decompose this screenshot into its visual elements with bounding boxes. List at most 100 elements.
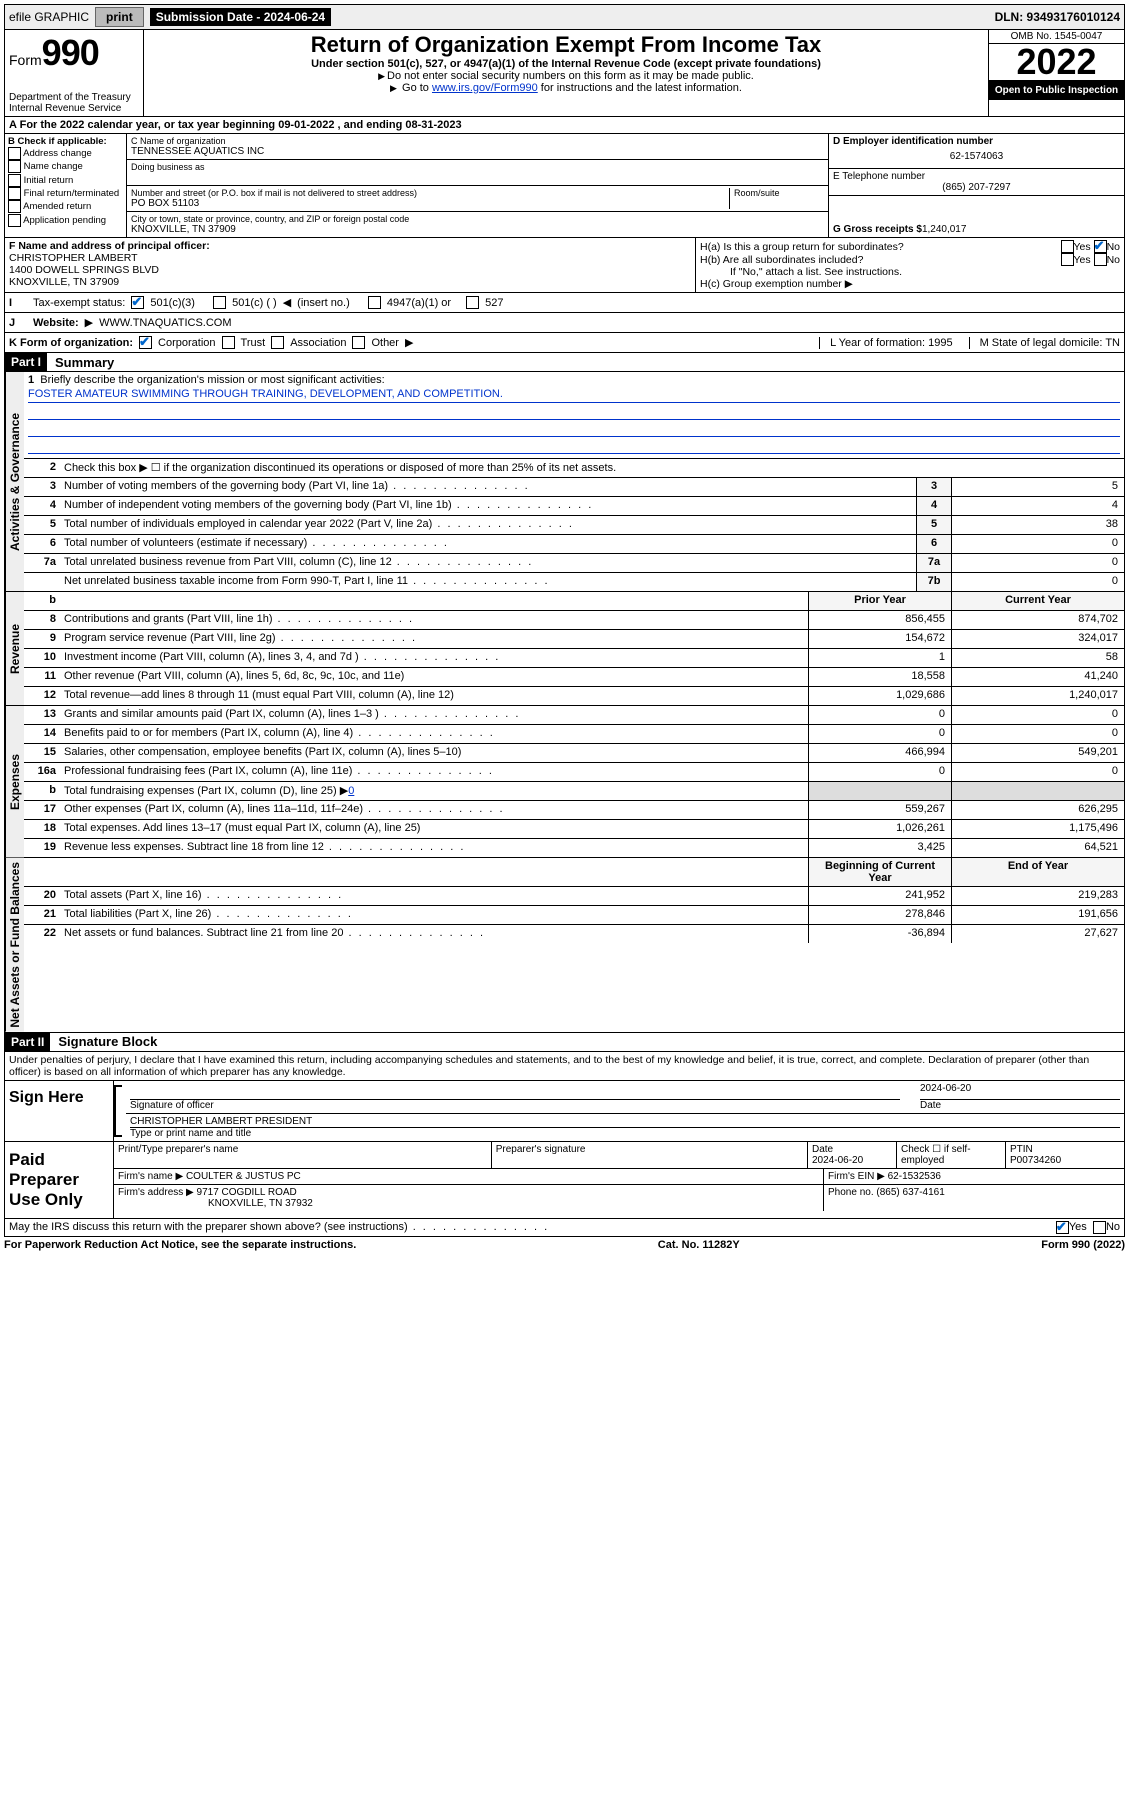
addr-change-check[interactable]: Address change — [8, 147, 123, 160]
final-return-check[interactable]: Final return/terminated — [8, 187, 123, 200]
open-inspection: Open to Public Inspection — [989, 81, 1124, 100]
section-bcd: B Check if applicable: Address change Na… — [4, 134, 1125, 238]
irs-link[interactable]: www.irs.gov/Form990 — [432, 82, 538, 94]
street-addr: PO BOX 51103 — [131, 198, 729, 209]
ha-no: No — [1107, 241, 1120, 253]
val16ac: 0 — [951, 763, 1124, 781]
amended-return-check[interactable]: Amended return — [8, 200, 123, 213]
box-b: B Check if applicable: Address change Na… — [5, 134, 127, 237]
name-change-check[interactable]: Name change — [8, 160, 123, 173]
discuss-no-check[interactable] — [1093, 1221, 1106, 1234]
website-value: WWW.TNAQUATICS.COM — [99, 317, 231, 329]
fundraising-link[interactable]: 0 — [348, 785, 354, 797]
val20p: 241,952 — [808, 887, 951, 905]
initial-return-check[interactable]: Initial return — [8, 174, 123, 187]
self-employed-col: Check ☐ if self-employed — [897, 1142, 1006, 1168]
form-header: Form990 Department of the Treasury Inter… — [4, 30, 1125, 117]
trust-label: Trust — [241, 337, 266, 349]
line4: Number of independent voting members of … — [60, 497, 916, 515]
corp-check[interactable] — [139, 336, 152, 349]
discuss-yes-check[interactable] — [1056, 1221, 1069, 1234]
discuss-q: May the IRS discuss this return with the… — [9, 1221, 1056, 1234]
insert-no: (insert no.) — [297, 297, 350, 309]
val10c: 58 — [951, 649, 1124, 667]
tax-year: 2022 — [989, 44, 1124, 81]
irs-label: Internal Revenue Service — [9, 103, 139, 114]
hb-label: H(b) Are all subordinates included? — [700, 254, 1061, 266]
firm-addr-label: Firm's address ▶ — [118, 1187, 194, 1198]
ptin-label: PTIN — [1010, 1144, 1033, 1155]
trust-check[interactable] — [222, 336, 235, 349]
assoc-check[interactable] — [271, 336, 284, 349]
dept-label: Department of the Treasury — [9, 92, 139, 103]
501c3-check[interactable] — [131, 296, 144, 309]
val21c: 191,656 — [951, 906, 1124, 924]
hb-no-check[interactable] — [1094, 253, 1107, 266]
preparer-name-col: Print/Type preparer's name — [114, 1142, 492, 1168]
val20c: 219,283 — [951, 887, 1124, 905]
hc-label: H(c) Group exemption number — [700, 278, 842, 290]
city-label: City or town, state or province, country… — [131, 214, 824, 224]
line7b: Net unrelated business taxable income fr… — [60, 573, 916, 591]
line16b: Total fundraising expenses (Part IX, col… — [60, 782, 808, 800]
line7a: Total unrelated business revenue from Pa… — [60, 554, 916, 572]
net-assets-section: Net Assets or Fund Balances Beginning of… — [4, 858, 1125, 1033]
sig-officer-label: Signature of officer — [130, 1100, 900, 1111]
val17p: 559,267 — [808, 801, 951, 819]
paid-preparer-block: Paid Preparer Use Only Print/Type prepar… — [4, 1142, 1125, 1219]
officer-name: CHRISTOPHER LAMBERT — [9, 252, 691, 264]
form-title: Return of Organization Exempt From Incom… — [150, 32, 982, 58]
hb-no: No — [1107, 254, 1120, 266]
val11c: 41,240 — [951, 668, 1124, 686]
sign-here-block: Sign Here Signature of officer 2024-06-2… — [4, 1081, 1125, 1142]
sign-date-val: 2024-06-20 — [920, 1083, 1120, 1100]
line8: Contributions and grants (Part VIII, lin… — [60, 611, 808, 629]
val22c: 27,627 — [951, 925, 1124, 943]
app-pending-check[interactable]: Application pending — [8, 214, 123, 227]
gross-value: 1,240,017 — [922, 224, 967, 235]
city-value: KNOXVILLE, TN 37909 — [131, 224, 824, 235]
501c-check[interactable] — [213, 296, 226, 309]
val12c: 1,240,017 — [951, 687, 1124, 705]
ha-label: H(a) Is this a group return for subordin… — [700, 241, 1061, 253]
line3: Number of voting members of the governin… — [60, 478, 916, 496]
year-formation: L Year of formation: 1995 — [819, 337, 963, 349]
form-subtitle: Under section 501(c), 527, or 4947(a)(1)… — [150, 58, 982, 70]
ssn-note: Do not enter social security numbers on … — [150, 70, 982, 82]
vlabel-gov: Activities & Governance — [5, 372, 24, 591]
goto-note: Go to www.irs.gov/Form990 for instructio… — [150, 82, 982, 94]
print-button[interactable]: print — [95, 7, 144, 27]
mission-q: Briefly describe the organization's miss… — [40, 374, 384, 386]
section-fh: F Name and address of principal officer:… — [4, 238, 1125, 293]
expenses-section: Expenses 13Grants and similar amounts pa… — [4, 706, 1125, 858]
other-check[interactable] — [352, 336, 365, 349]
tax-year-line: A For the 2022 calendar year, or tax yea… — [4, 117, 1125, 134]
527-check[interactable] — [466, 296, 479, 309]
other-label: Other — [371, 337, 399, 349]
taxyear-text: For the 2022 calendar year, or tax year … — [20, 119, 462, 131]
val11p: 18,558 — [808, 668, 951, 686]
discuss-row: May the IRS discuss this return with the… — [4, 1219, 1125, 1237]
ha-yes: Yes — [1074, 241, 1091, 253]
begin-year-head: Beginning of Current Year — [808, 858, 951, 886]
ha-yes-check[interactable] — [1061, 240, 1074, 253]
tax-exempt-label: Tax-exempt status: — [33, 297, 125, 309]
gross-label: G Gross receipts $ — [833, 224, 922, 235]
activities-governance: Activities & Governance 1 Briefly descri… — [4, 372, 1125, 592]
line20: Total assets (Part X, line 16) — [60, 887, 808, 905]
firm-addr2: KNOXVILLE, TN 37932 — [118, 1198, 313, 1209]
top-toolbar: efile GRAPHIC print Submission Date - 20… — [4, 4, 1125, 30]
val9c: 324,017 — [951, 630, 1124, 648]
line11: Other revenue (Part VIII, column (A), li… — [60, 668, 808, 686]
4947-label: 4947(a)(1) or — [387, 297, 451, 309]
prep-date-val: 2024-06-20 — [812, 1155, 863, 1166]
val16ap: 0 — [808, 763, 951, 781]
4947-check[interactable] — [368, 296, 381, 309]
firm-name-label: Firm's name ▶ — [118, 1171, 183, 1182]
val17c: 626,295 — [951, 801, 1124, 819]
val21p: 278,846 — [808, 906, 951, 924]
val12p: 1,029,686 — [808, 687, 951, 705]
ha-no-check[interactable] — [1094, 240, 1107, 253]
hb-yes-check[interactable] — [1061, 253, 1074, 266]
hb-yes: Yes — [1074, 254, 1091, 266]
